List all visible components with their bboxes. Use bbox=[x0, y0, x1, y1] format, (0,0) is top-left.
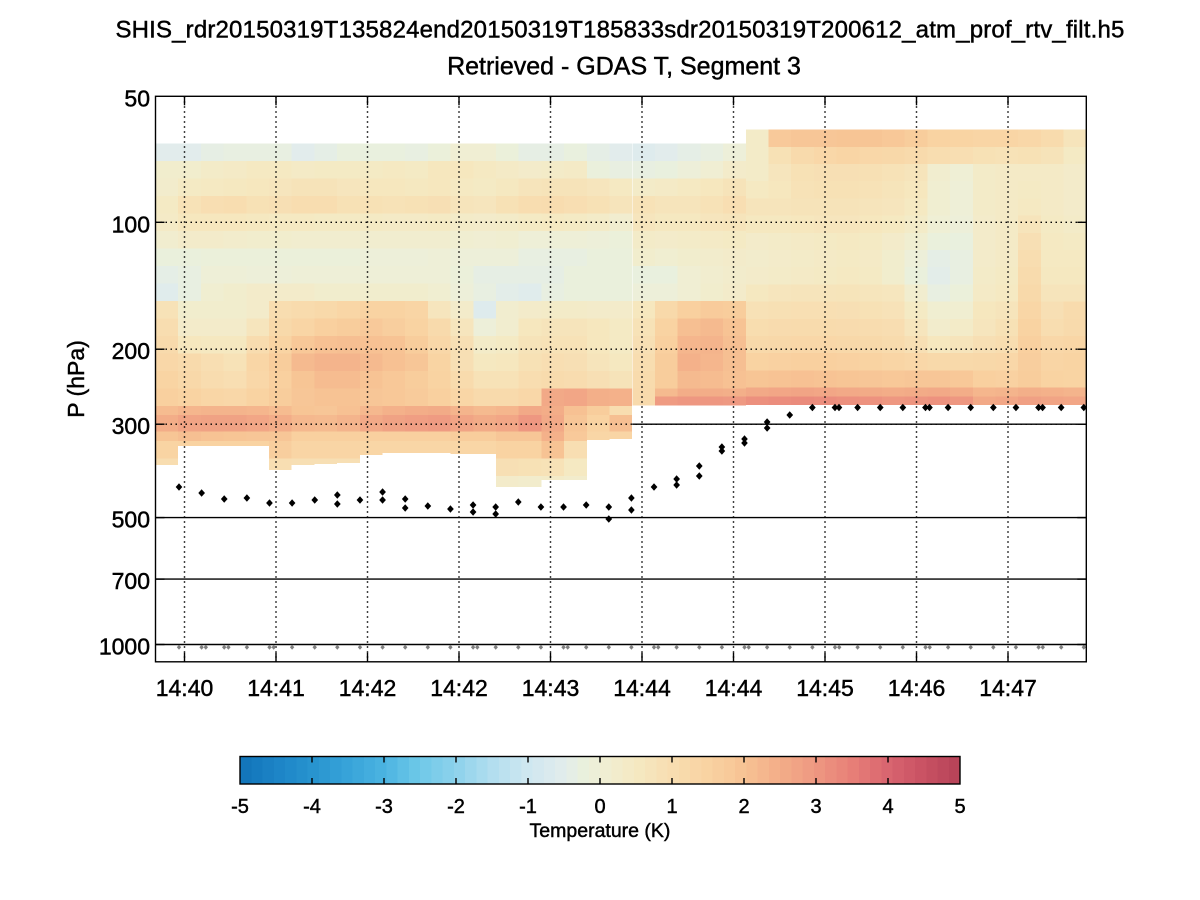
svg-text:5: 5 bbox=[954, 796, 965, 818]
svg-text:SHIS_rdr20150319T135824end2015: SHIS_rdr20150319T135824end20150319T18583… bbox=[115, 17, 1124, 44]
svg-text:4: 4 bbox=[882, 796, 893, 818]
svg-text:-4: -4 bbox=[303, 796, 321, 818]
svg-text:14:42: 14:42 bbox=[339, 675, 397, 701]
svg-text:14:40: 14:40 bbox=[156, 675, 214, 701]
svg-text:P (hPa): P (hPa) bbox=[63, 340, 89, 418]
svg-text:Temperature (K): Temperature (K) bbox=[530, 820, 671, 842]
svg-text:-2: -2 bbox=[447, 796, 465, 818]
svg-text:0: 0 bbox=[594, 796, 605, 818]
svg-text:3: 3 bbox=[810, 796, 821, 818]
svg-text:14:44: 14:44 bbox=[705, 675, 763, 701]
svg-text:14:42: 14:42 bbox=[430, 675, 488, 701]
svg-text:700: 700 bbox=[112, 568, 150, 594]
svg-text:200: 200 bbox=[112, 338, 150, 364]
svg-text:14:45: 14:45 bbox=[796, 675, 854, 701]
svg-text:14:43: 14:43 bbox=[522, 675, 580, 701]
svg-text:2: 2 bbox=[738, 796, 749, 818]
svg-text:14:46: 14:46 bbox=[888, 675, 946, 701]
svg-text:1000: 1000 bbox=[99, 634, 150, 660]
svg-text:14:44: 14:44 bbox=[613, 675, 671, 701]
svg-text:500: 500 bbox=[112, 507, 150, 533]
svg-text:-5: -5 bbox=[231, 796, 249, 818]
svg-text:14:41: 14:41 bbox=[247, 675, 305, 701]
svg-text:Retrieved - GDAS T, Segment 3: Retrieved - GDAS T, Segment 3 bbox=[447, 53, 801, 81]
svg-text:1: 1 bbox=[666, 796, 677, 818]
svg-text:50: 50 bbox=[124, 85, 150, 111]
svg-text:300: 300 bbox=[112, 413, 150, 439]
svg-text:14:47: 14:47 bbox=[979, 675, 1037, 701]
svg-text:-1: -1 bbox=[519, 796, 537, 818]
svg-text:-3: -3 bbox=[375, 796, 393, 818]
svg-text:100: 100 bbox=[112, 211, 150, 237]
